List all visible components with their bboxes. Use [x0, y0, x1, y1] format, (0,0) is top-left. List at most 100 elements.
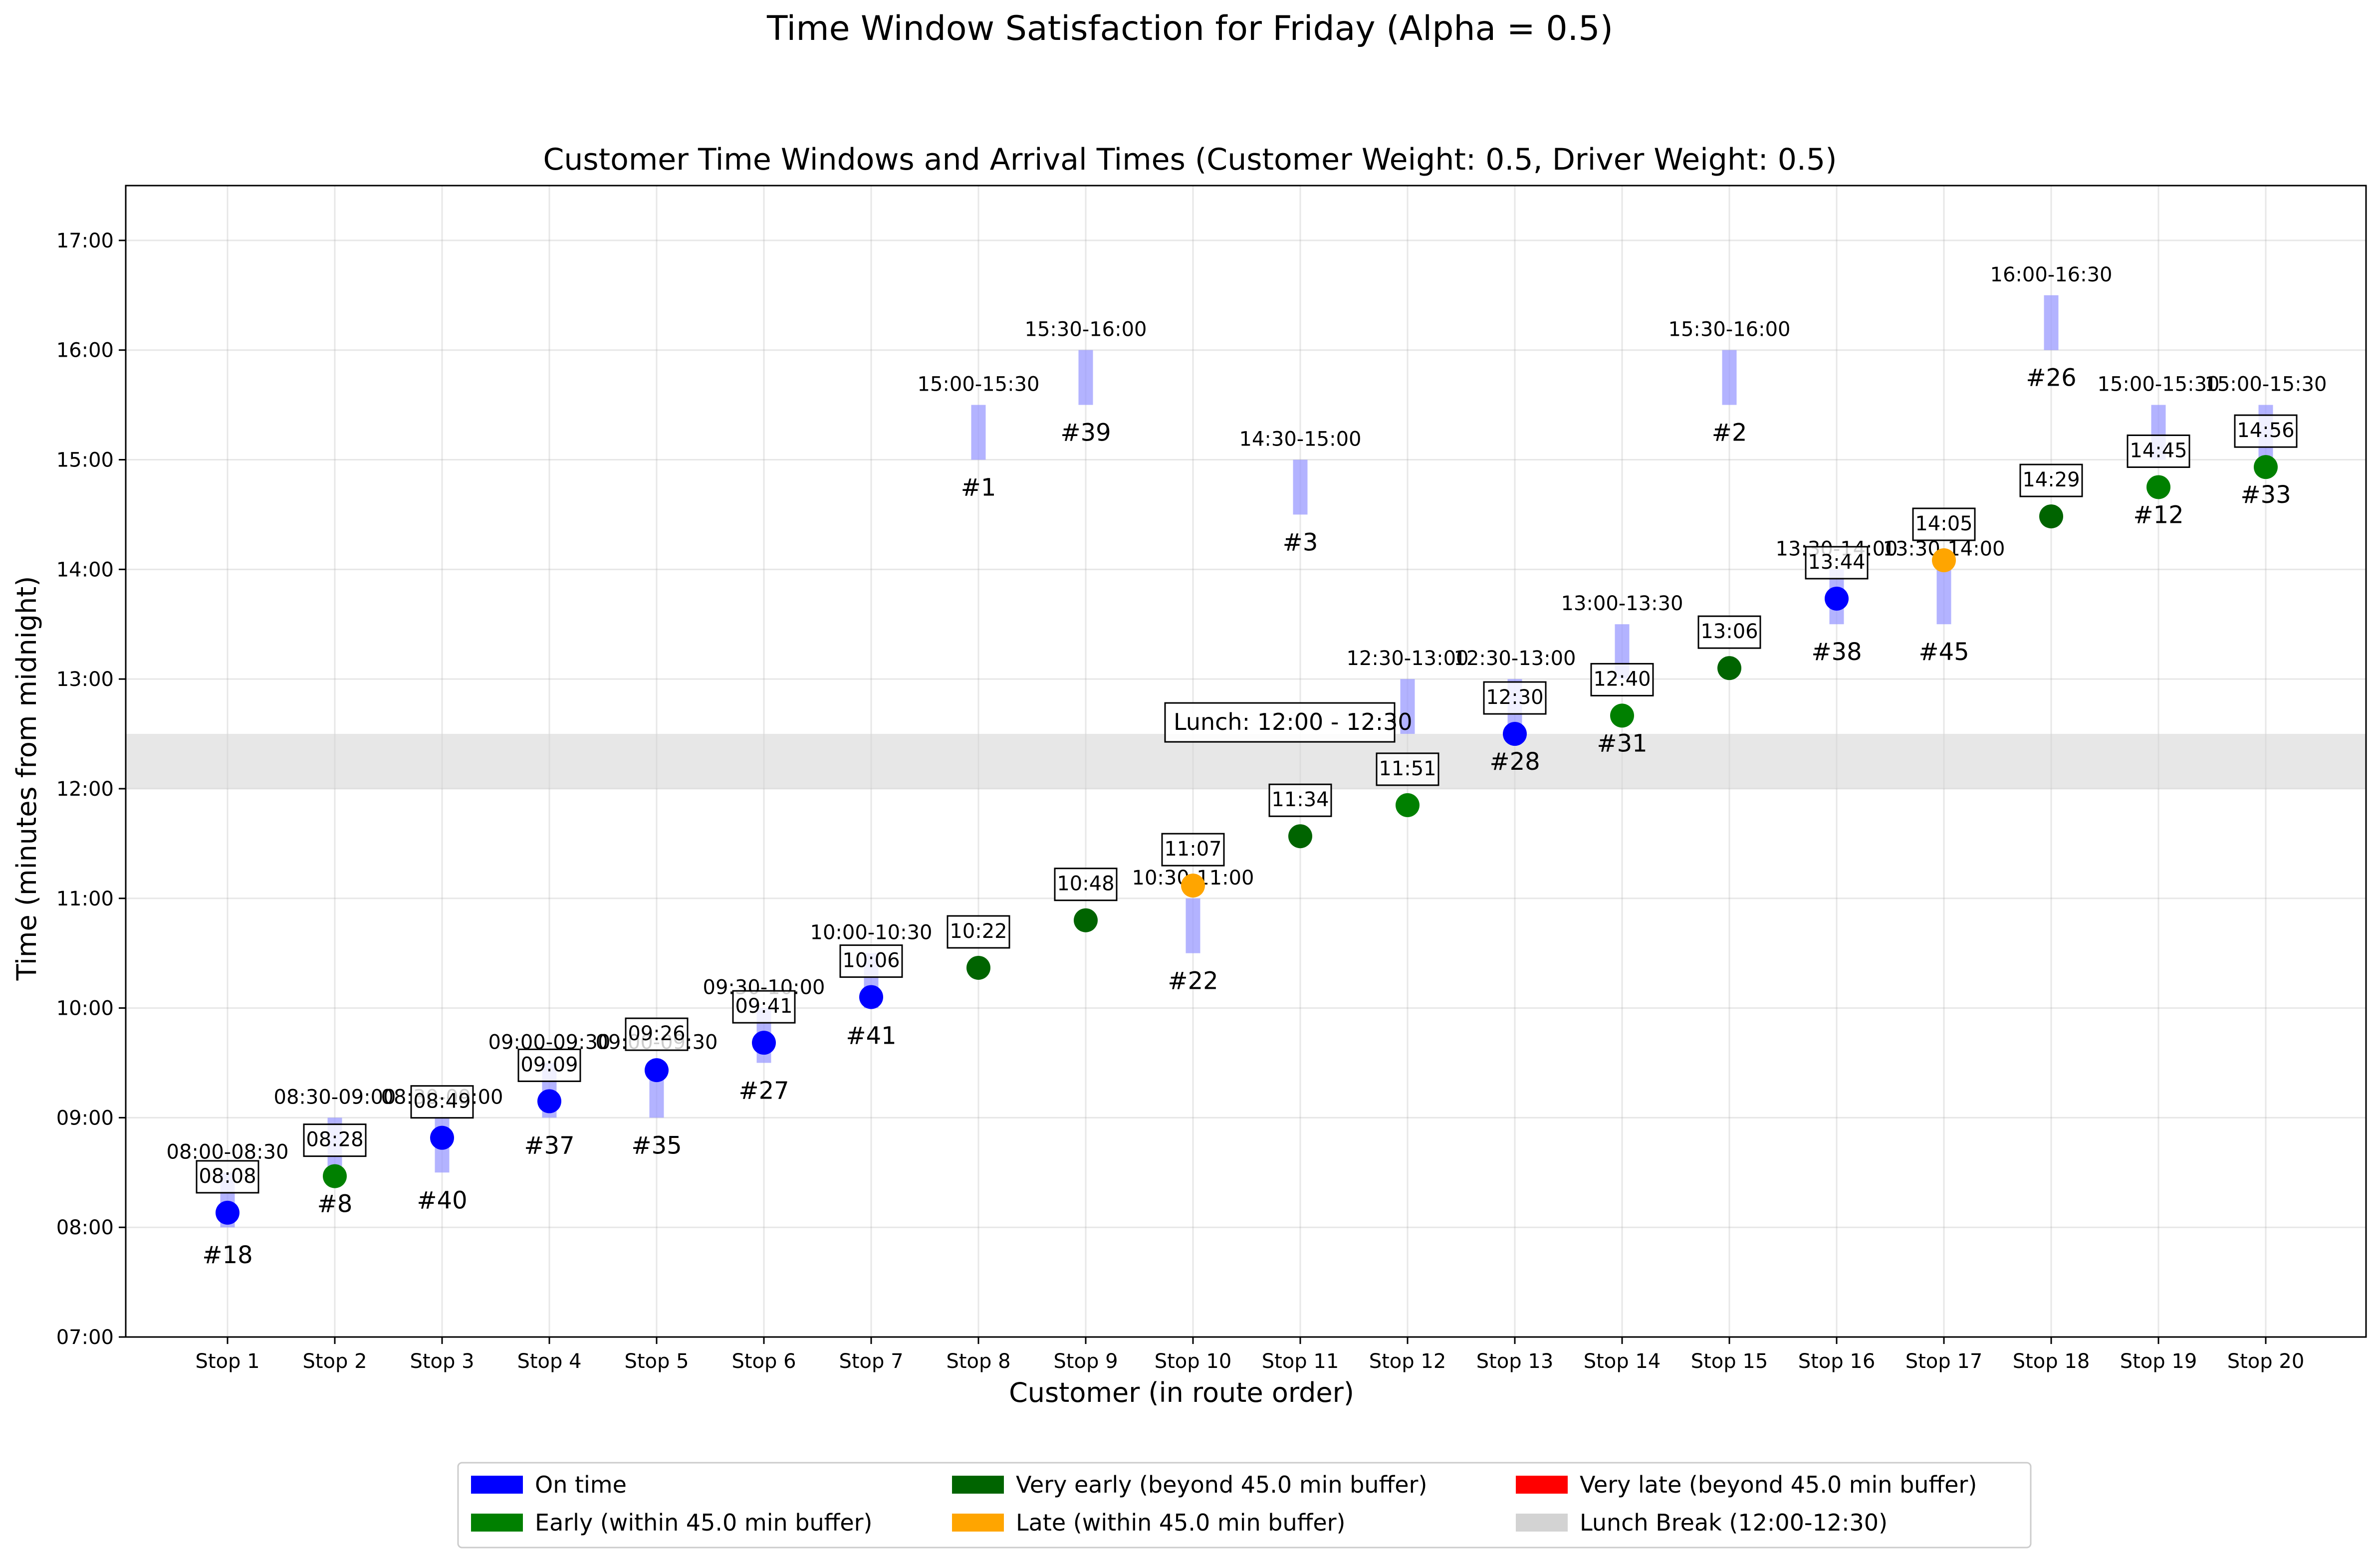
y-tick-label: 15:00 — [56, 449, 114, 472]
arrival-point — [216, 1200, 239, 1225]
y-tick-label: 09:00 — [56, 1107, 114, 1129]
customer-label: #18 — [202, 1241, 252, 1269]
unvisited-window-bar — [1400, 679, 1415, 734]
arrival-label: 10:48 — [1057, 873, 1114, 895]
arrival-label: 12:40 — [1593, 668, 1651, 690]
unvisited-window-label: 14:30-15:00 — [1239, 428, 1362, 451]
arrival-label: 10:22 — [950, 920, 1007, 943]
plot-frame — [125, 185, 2367, 1338]
arrival-label-box — [732, 990, 796, 1024]
arrival-label: 09:09 — [520, 1053, 578, 1076]
arrival-point — [645, 1058, 669, 1083]
time-window-label: 12:30-13:00 — [1454, 647, 1576, 670]
x-tick-label: Stop 4 — [517, 1350, 581, 1373]
arrival-point — [1610, 703, 1634, 728]
x-tick-label: Stop 6 — [731, 1350, 796, 1373]
arrival-point — [323, 1164, 347, 1188]
legend-swatch-lunch — [1516, 1514, 1568, 1532]
arrival-point — [966, 955, 990, 980]
legend-label-early: Early (within 45.0 min buffer) — [535, 1509, 873, 1536]
arrival-label-box — [1054, 868, 1118, 901]
arrival-label-box — [1590, 663, 1654, 696]
y-tick-label: 10:00 — [56, 997, 114, 1020]
time-window-label: 08:00-08:30 — [167, 1140, 289, 1163]
x-tick-label: Stop 17 — [1905, 1350, 1983, 1373]
y-tick-label: 12:00 — [56, 778, 114, 801]
lunch-band — [126, 734, 2366, 789]
arrival-label: 11:07 — [1164, 838, 1221, 861]
arrival-point — [2254, 455, 2278, 479]
time-window-label: 15:00-15:30 — [2205, 373, 2327, 396]
arrival-label-box — [1161, 833, 1225, 867]
unvisited-window-label: 16:00-16:30 — [1990, 263, 2113, 286]
lunch-label: Lunch: 12:00 - 12:30 — [1174, 708, 1413, 735]
y-tick-label: 07:00 — [56, 1326, 114, 1349]
legend-frame — [457, 1462, 2032, 1549]
time-window-bar — [1186, 898, 1200, 953]
arrival-point — [1396, 793, 1420, 817]
arrival-label: 14:05 — [1915, 512, 1972, 535]
x-tick-label: Stop 18 — [2013, 1350, 2090, 1373]
x-tick-label: Stop 19 — [2120, 1350, 2197, 1373]
unvisited-customer-label: #3 — [1283, 528, 1318, 556]
arrival-label-box — [1268, 783, 1332, 817]
x-tick-label: Stop 5 — [624, 1350, 689, 1373]
unvisited-customer-label: #39 — [1060, 419, 1111, 447]
arrival-label: 10:06 — [842, 949, 900, 972]
arrival-label: 12:30 — [1486, 686, 1543, 709]
customer-label: #33 — [2240, 481, 2291, 509]
x-tick-label: Stop 11 — [1262, 1350, 1339, 1373]
arrival-label: 11:34 — [1271, 788, 1329, 811]
x-tick-label: Stop 13 — [1476, 1350, 1554, 1373]
arrival-label: 08:49 — [413, 1090, 471, 1113]
arrival-label-box — [2019, 463, 2083, 497]
time-window-bar — [1936, 569, 1951, 625]
x-tick-label: Stop 15 — [1691, 1350, 1768, 1373]
arrival-point — [1503, 722, 1527, 746]
customer-label: #22 — [1168, 967, 1218, 995]
legend: On time Early (within 45.0 min buffer) Ver… — [457, 1462, 2032, 1549]
arrival-label-box — [1805, 546, 1869, 580]
customer-label: #37 — [524, 1131, 574, 1159]
x-tick-label: Stop 20 — [2227, 1350, 2305, 1373]
unvisited-customer-label: #2 — [1712, 419, 1747, 447]
arrival-point — [430, 1125, 454, 1150]
x-tick-label: Stop 16 — [1798, 1350, 1876, 1373]
customer-label: #40 — [417, 1186, 467, 1214]
unvisited-window-bar — [2044, 295, 2059, 350]
x-tick-label: Stop 7 — [839, 1350, 903, 1373]
arrival-point — [537, 1089, 561, 1114]
arrival-label: 14:29 — [2022, 468, 2080, 491]
time-window-label: 13:00-13:30 — [1561, 592, 1683, 615]
arrival-label-box — [839, 944, 903, 978]
x-axis-label: Customer (in route order) — [1009, 1377, 1354, 1408]
unvisited-window-bar — [1293, 459, 1308, 515]
legend-label-late: Late (within 45.0 min buffer) — [1016, 1509, 1346, 1536]
legend-label-very-late: Very late (beyond 45.0 min buffer) — [1580, 1471, 1977, 1498]
plot-area: 15:00-15:30 #1 15:30-16:00 #39 14:30-15:00 #3… — [56, 185, 2367, 1373]
lunch-label-box — [1164, 702, 1396, 743]
y-tick-label: 14:00 — [56, 558, 114, 581]
arrival-point — [1932, 548, 1956, 573]
arrival-label-box — [196, 1160, 259, 1194]
customer-label: #38 — [1811, 638, 1862, 666]
legend-label-on-time: On time — [535, 1471, 627, 1498]
arrival-label-box — [303, 1123, 367, 1157]
y-tick-label: 11:00 — [56, 888, 114, 910]
arrival-label-box — [1697, 615, 1761, 649]
arrival-point — [1288, 824, 1312, 849]
x-tick-label: Stop 8 — [946, 1350, 1010, 1373]
x-tick-label: Stop 12 — [1369, 1350, 1446, 1373]
x-tick-label: Stop 9 — [1053, 1350, 1118, 1373]
customer-label: #12 — [2133, 501, 2183, 529]
y-tick-label: 13:00 — [56, 668, 114, 691]
customer-label: #27 — [738, 1077, 789, 1105]
unvisited-window-label: 15:30-16:00 — [1668, 318, 1791, 341]
arrival-point — [1181, 874, 1205, 898]
legend-swatch-on-time — [471, 1476, 523, 1494]
unvisited-customer-label: #26 — [2026, 364, 2076, 392]
arrival-label: 14:56 — [2237, 419, 2294, 442]
arrival-label: 11:51 — [1379, 757, 1436, 780]
